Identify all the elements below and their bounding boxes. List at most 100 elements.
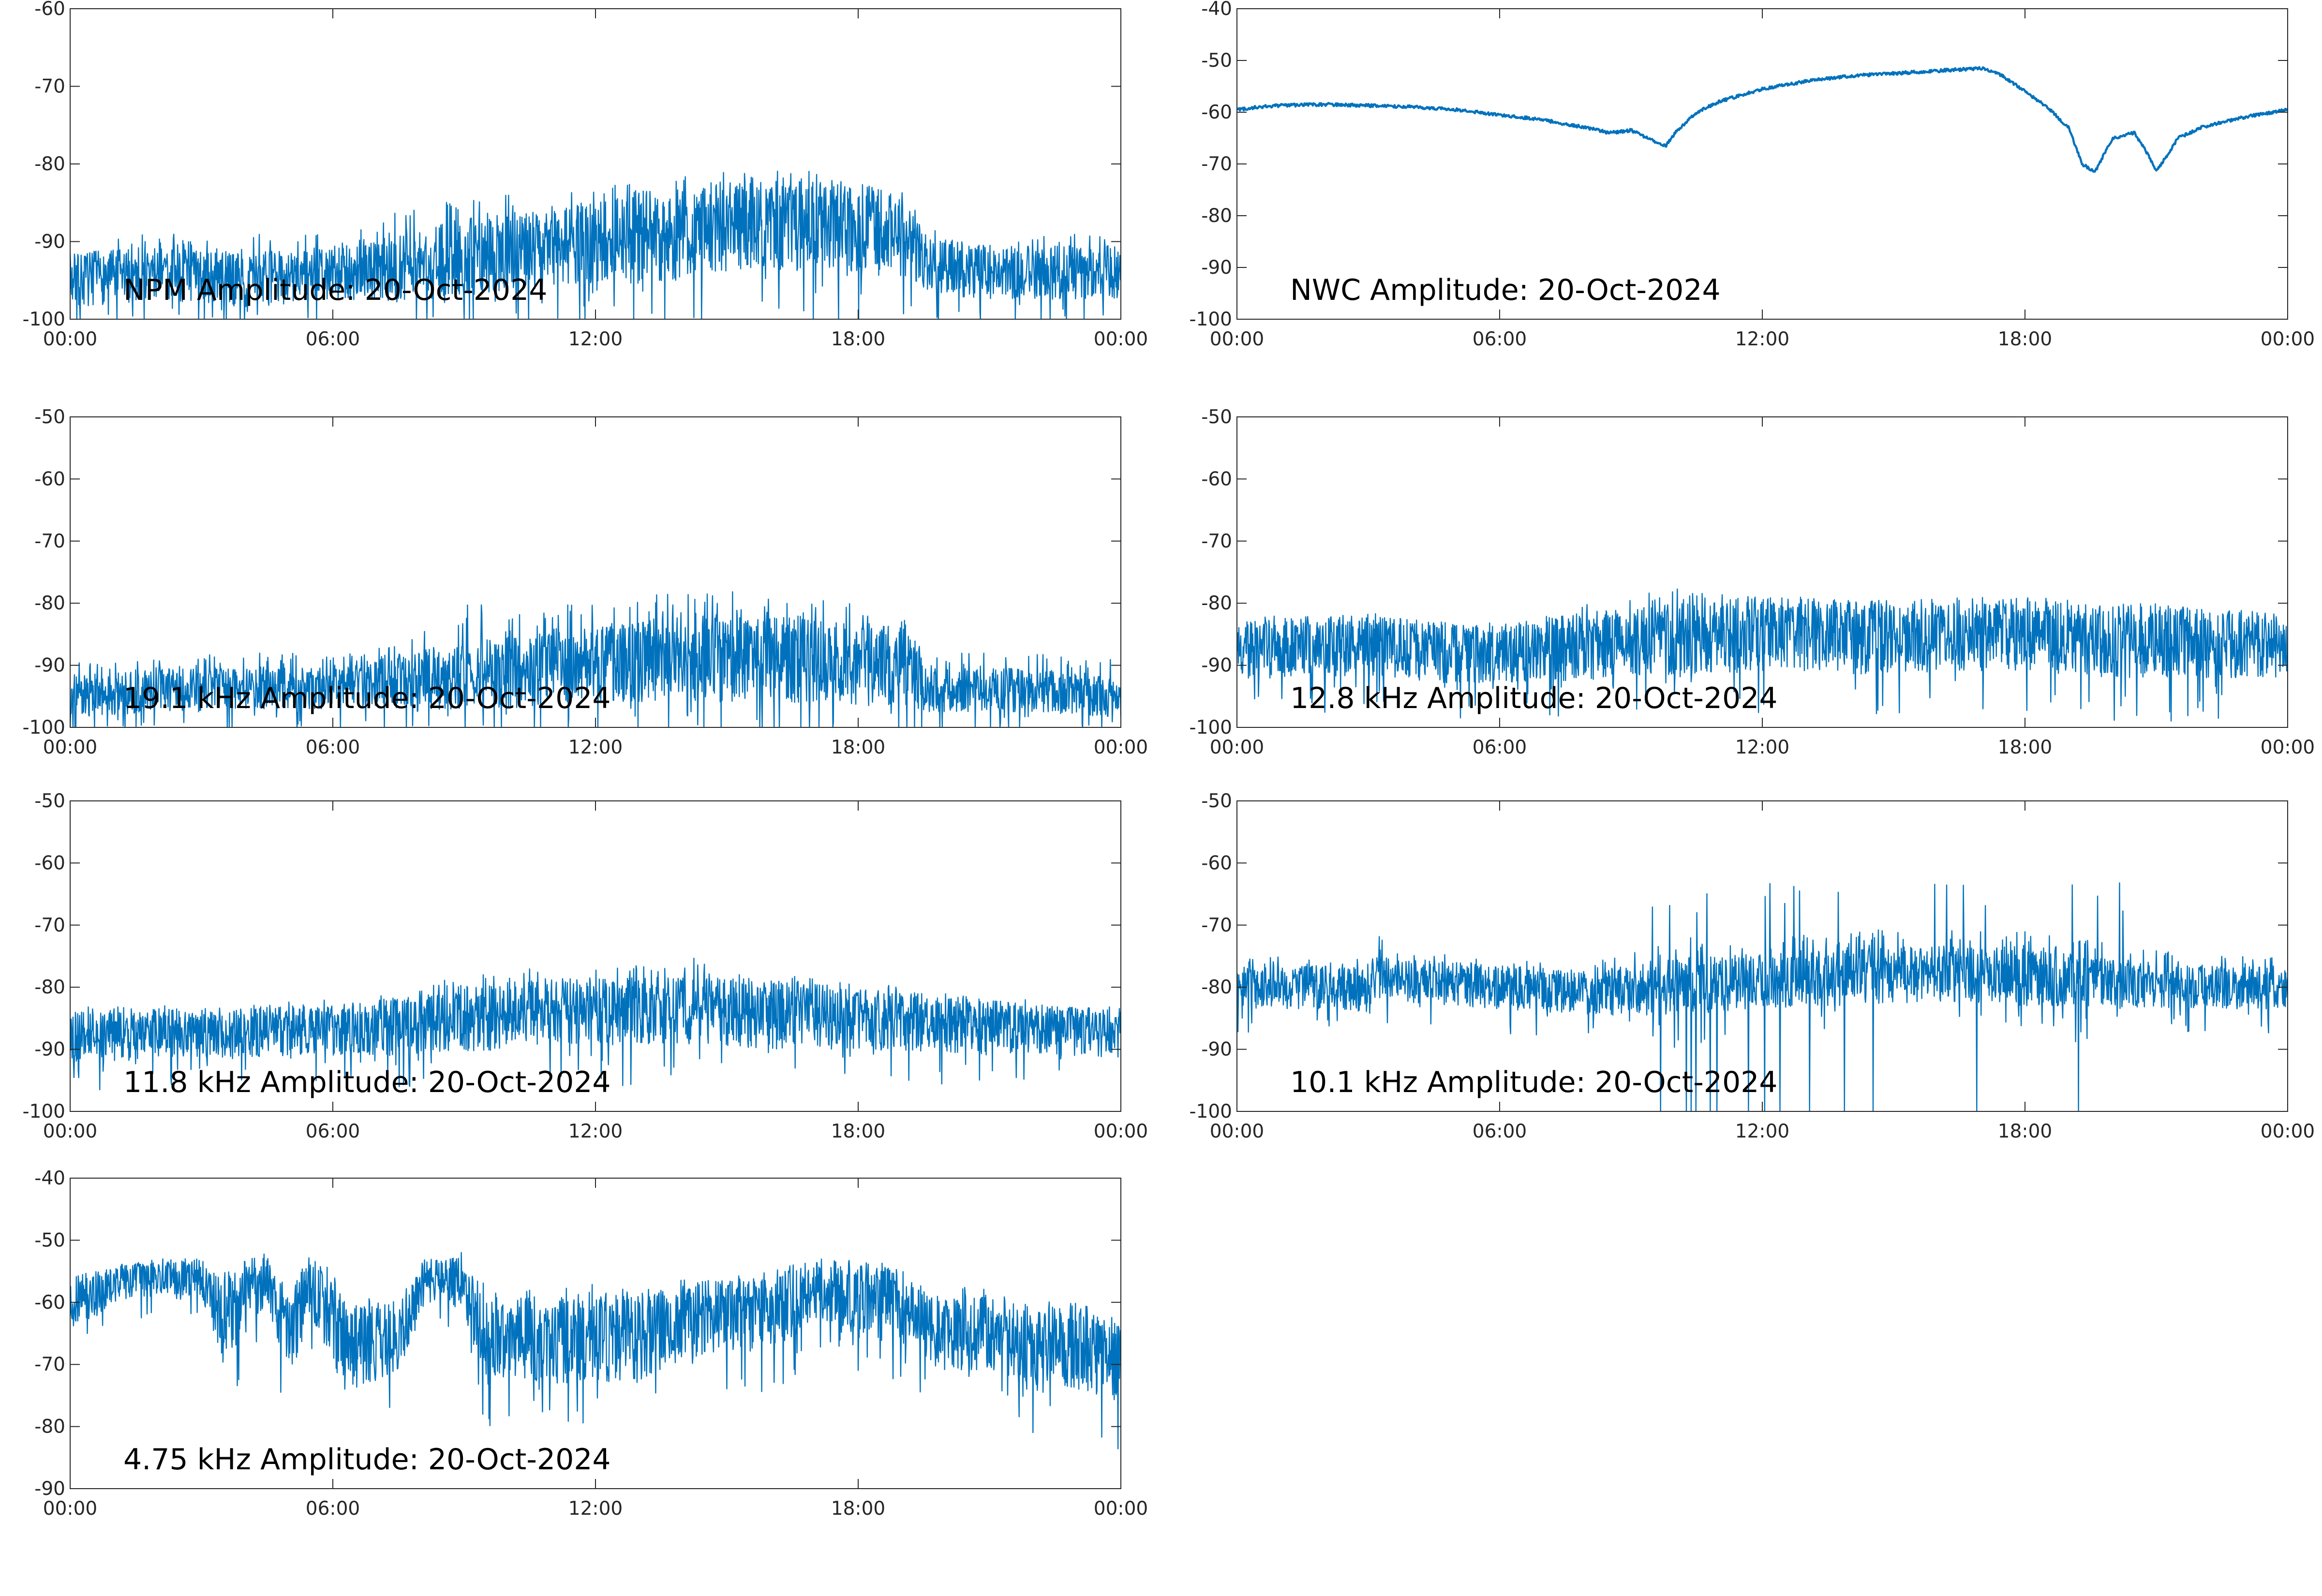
- y-tick-label: -70: [1201, 531, 1232, 552]
- series-line: [70, 170, 1121, 319]
- x-tick-label: 12:00: [568, 737, 623, 758]
- panel-title: 4.75 kHz Amplitude: 20-Oct-2024: [123, 1443, 611, 1477]
- y-tick-label: -60: [34, 852, 65, 874]
- x-tick-label: 00:00: [43, 1498, 97, 1520]
- x-tick-label: 00:00: [1094, 1498, 1148, 1520]
- x-tick-label: 00:00: [2261, 737, 2315, 758]
- x-tick-label: 00:00: [43, 737, 97, 758]
- x-tick-label: 12:00: [568, 1498, 623, 1520]
- y-tick-label: -80: [1201, 205, 1232, 227]
- y-tick-label: -60: [1201, 468, 1232, 490]
- x-tick-label: 00:00: [43, 1121, 97, 1142]
- y-tick-label: -50: [34, 1229, 65, 1251]
- series-group: [1237, 882, 2288, 1111]
- x-tick-label: 06:00: [1473, 328, 1527, 350]
- y-tick-label: -100: [1189, 717, 1232, 739]
- y-tick-label: -80: [34, 592, 65, 614]
- x-tick-label: 00:00: [1210, 737, 1264, 758]
- y-tick-label: -60: [34, 468, 65, 490]
- chart-panel-6: -100 -90 -80 -70 -60 -50 00:00 06:00 12:00 18:00 0…: [1189, 790, 2315, 1142]
- series-group: [70, 591, 1121, 727]
- y-tick-label: -70: [34, 915, 65, 936]
- chart-panels: -100 -90 -80 -70 -60 00:00 06:00 12:00 18:00 00:0…: [22, 0, 2315, 1520]
- y-tick-label: -90: [34, 655, 65, 677]
- chart-panel-2: -100 -90 -80 -70 -60 -50 -40 00:00 06:00 12:00 18:…: [1189, 0, 2315, 350]
- x-tick-label: 00:00: [2261, 1121, 2315, 1142]
- x-tick-label: 06:00: [1473, 737, 1527, 758]
- y-tick-label: -70: [34, 531, 65, 552]
- y-tick-label: -80: [1201, 592, 1232, 614]
- panel-title: 11.8 kHz Amplitude: 20-Oct-2024: [123, 1065, 611, 1099]
- y-tick-label: -80: [34, 153, 65, 175]
- x-tick-label: 18:00: [831, 328, 885, 350]
- x-tick-label: 12:00: [568, 328, 623, 350]
- x-tick-label: 00:00: [2261, 328, 2315, 350]
- x-tick-label: 06:00: [306, 328, 360, 350]
- series-line: [70, 1252, 1121, 1449]
- y-tick-label: -90: [1201, 655, 1232, 677]
- x-tick-label: 18:00: [831, 1498, 885, 1520]
- y-tick-label: -80: [34, 1416, 65, 1438]
- y-tick-label: -70: [1201, 915, 1232, 936]
- y-tick-label: -60: [34, 1292, 65, 1314]
- y-tick-label: -60: [1201, 102, 1232, 123]
- panel-title: NPM Amplitude: 20-Oct-2024: [123, 273, 547, 307]
- x-tick-label: 18:00: [1998, 737, 2052, 758]
- y-tick-label: -100: [22, 309, 65, 330]
- y-tick-label: -50: [34, 790, 65, 812]
- x-tick-label: 18:00: [831, 1121, 885, 1142]
- chart-panel-1: -100 -90 -80 -70 -60 00:00 06:00 12:00 18:00 00:0…: [22, 0, 1148, 350]
- panel-title: 12.8 kHz Amplitude: 20-Oct-2024: [1290, 681, 1778, 715]
- y-tick-label: -100: [1189, 309, 1232, 330]
- chart-panel-5: -100 -90 -80 -70 -60 -50 00:00 06:00 12:00 18:00 0…: [22, 790, 1148, 1142]
- x-tick-label: 18:00: [831, 737, 885, 758]
- series-group: [70, 170, 1121, 319]
- x-tick-label: 12:00: [568, 1121, 623, 1142]
- y-tick-label: -50: [34, 406, 65, 428]
- x-tick-label: 00:00: [1210, 328, 1264, 350]
- y-tick-label: -90: [34, 231, 65, 253]
- y-tick-label: -100: [22, 1101, 65, 1123]
- chart-panel-7: -90 -80 -70 -60 -50 -40 00:00 06:00 12:00 18:00 00…: [34, 1167, 1148, 1520]
- y-tick-label: -50: [1201, 406, 1232, 428]
- x-tick-label: 12:00: [1735, 1121, 1789, 1142]
- series-line: [70, 958, 1121, 1091]
- x-tick-label: 00:00: [1094, 1121, 1148, 1142]
- series-line: [1237, 66, 2288, 173]
- y-tick-label: -90: [1201, 257, 1232, 279]
- y-tick-label: -60: [1201, 852, 1232, 874]
- series-line: [1237, 588, 2288, 722]
- y-tick-label: -50: [1201, 790, 1232, 812]
- y-tick-label: -70: [34, 1354, 65, 1375]
- y-tick-label: -100: [22, 717, 65, 739]
- y-tick-label: -90: [34, 1478, 65, 1500]
- y-tick-label: -80: [34, 976, 65, 998]
- series-group: [1237, 588, 2288, 722]
- x-tick-label: 06:00: [1473, 1121, 1527, 1142]
- panel-title: 10.1 kHz Amplitude: 20-Oct-2024: [1290, 1065, 1778, 1099]
- y-tick-label: -90: [34, 1039, 65, 1061]
- y-tick-label: -100: [1189, 1101, 1232, 1123]
- series-group: [1237, 66, 2288, 173]
- x-tick-label: 06:00: [306, 1121, 360, 1142]
- series-line: [1237, 882, 2288, 1111]
- x-tick-label: 12:00: [1735, 737, 1789, 758]
- chart-panel-3: -100 -90 -80 -70 -60 -50 00:00 06:00 12:00 18:00 0…: [22, 406, 1148, 758]
- series-line: [70, 591, 1121, 727]
- x-tick-label: 06:00: [306, 737, 360, 758]
- x-tick-label: 00:00: [43, 328, 97, 350]
- x-tick-label: 00:00: [1094, 328, 1148, 350]
- series-group: [70, 1252, 1121, 1449]
- x-tick-label: 00:00: [1094, 737, 1148, 758]
- y-tick-label: -90: [1201, 1039, 1232, 1061]
- x-tick-label: 06:00: [306, 1498, 360, 1520]
- y-tick-label: -70: [1201, 153, 1232, 175]
- y-tick-label: -50: [1201, 50, 1232, 72]
- x-tick-label: 00:00: [1210, 1121, 1264, 1142]
- y-tick-label: -40: [34, 1167, 65, 1189]
- series-group: [70, 958, 1121, 1091]
- y-tick-label: -60: [34, 0, 65, 20]
- chart-panel-4: -100 -90 -80 -70 -60 -50 00:00 06:00 12:00 18:00 0…: [1189, 406, 2315, 758]
- y-tick-label: -40: [1201, 0, 1232, 20]
